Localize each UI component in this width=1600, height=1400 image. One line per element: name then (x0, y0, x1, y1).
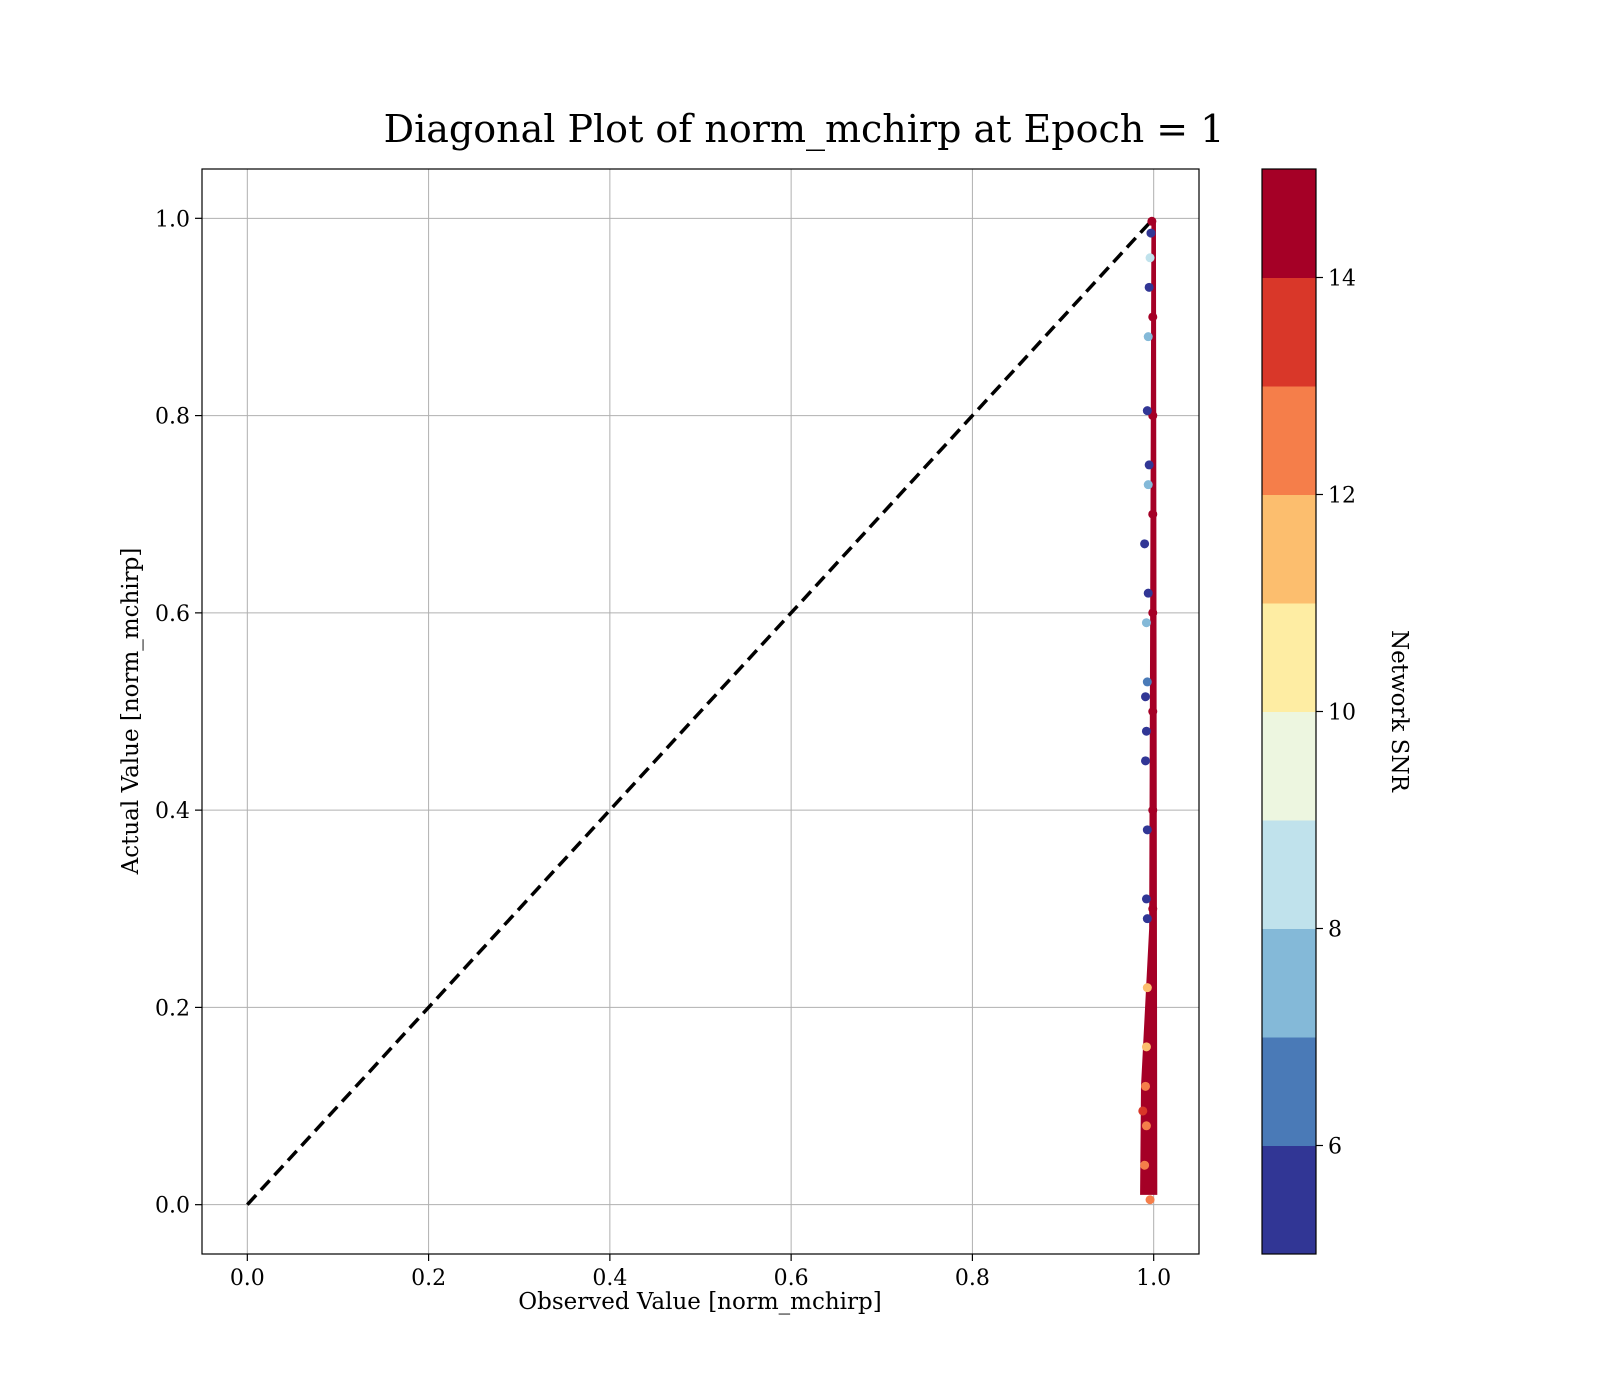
data-point (1144, 282, 1154, 292)
colorbar-tick-label: 14 (1328, 267, 1356, 292)
data-point (1143, 480, 1153, 490)
data-point (1145, 1195, 1155, 1205)
data-point (1146, 1101, 1156, 1111)
data-point (1141, 1042, 1151, 1052)
y-tick-label: 0.2 (155, 996, 190, 1021)
data-point (1147, 216, 1157, 226)
colorbar: 6 8 10 12 14 (1261, 168, 1356, 1255)
y-tick-label: 1.0 (155, 207, 190, 232)
points-layer (1138, 216, 1158, 1205)
colorbar-tick-label: 6 (1328, 1135, 1342, 1160)
data-point (1148, 509, 1158, 519)
x-axis-label: Observed Value [norm_mchirp] (518, 1289, 881, 1315)
colorbar-segment (1262, 277, 1316, 387)
data-point (1145, 253, 1155, 263)
data-point (1143, 588, 1153, 598)
x-tick-label: 1.0 (1136, 1266, 1171, 1291)
y-tick-label: 0.4 (155, 799, 190, 824)
colorbar-segment (1262, 928, 1316, 1038)
data-point (1148, 904, 1158, 914)
data-point (1141, 1081, 1151, 1091)
x-tick-label: 0.8 (955, 1266, 990, 1291)
colorbar-tick-label: 8 (1328, 918, 1342, 943)
data-point (1142, 983, 1152, 993)
y-tick-label: 0.6 (155, 602, 190, 627)
colorbar-segment (1262, 169, 1316, 278)
data-point (1142, 406, 1152, 416)
plot-frame (201, 168, 1200, 1255)
colorbar-tick-label: 12 (1328, 484, 1356, 509)
x-tick-label: 0.6 (774, 1266, 809, 1291)
data-point (1141, 894, 1151, 904)
data-point (1148, 707, 1158, 716)
data-point (1142, 677, 1152, 687)
colorbar-segment (1262, 820, 1316, 929)
data-point (1142, 825, 1152, 835)
y-tick-label: 0.8 (155, 405, 190, 430)
colorbar-tick-label: 10 (1328, 701, 1356, 726)
colorbar-label: Network SNR (1386, 630, 1412, 793)
data-point (1148, 805, 1158, 815)
colorbar-segment (1262, 494, 1316, 604)
x-tick-label: 0.2 (411, 1266, 446, 1291)
data-point (1141, 756, 1151, 766)
y-tick-label: 0.0 (155, 1194, 190, 1219)
data-point (1141, 726, 1151, 736)
data-point (1147, 1002, 1157, 1012)
data-point (1142, 914, 1152, 924)
tick-layer: 0.0 0.2 0.4 0.6 0.8 1.0 0.0 0.2 0.4 0.6 0.8 1.0 (155, 207, 1171, 1291)
data-point (1140, 1160, 1150, 1170)
data-point (1141, 1121, 1151, 1131)
data-point (1140, 539, 1150, 549)
data-point (1148, 608, 1158, 618)
data-point (1144, 460, 1154, 470)
data-point (1141, 692, 1151, 702)
colorbar-segment (1262, 1037, 1316, 1146)
colorbar-segment (1262, 711, 1316, 821)
data-point (1143, 1180, 1153, 1190)
data-point (1141, 618, 1151, 628)
data-point (1144, 1150, 1154, 1160)
data-point (1146, 228, 1156, 238)
data-point (1143, 332, 1153, 342)
data-point (1148, 312, 1158, 322)
reference-line (246, 217, 1155, 1206)
y-axis-label: Actual Value [norm_mchirp] (118, 548, 144, 876)
x-tick-label: 0.0 (230, 1266, 265, 1291)
colorbar-segment (1262, 1145, 1316, 1255)
colorbar-segment (1262, 603, 1316, 712)
colorbar-segment (1262, 386, 1316, 495)
data-point (1138, 1106, 1148, 1116)
reference-line-layer (246, 217, 1155, 1206)
chart-title: Diagonal Plot of norm_mchirp at Epoch = … (384, 107, 1225, 152)
x-tick-label: 0.4 (592, 1266, 627, 1291)
